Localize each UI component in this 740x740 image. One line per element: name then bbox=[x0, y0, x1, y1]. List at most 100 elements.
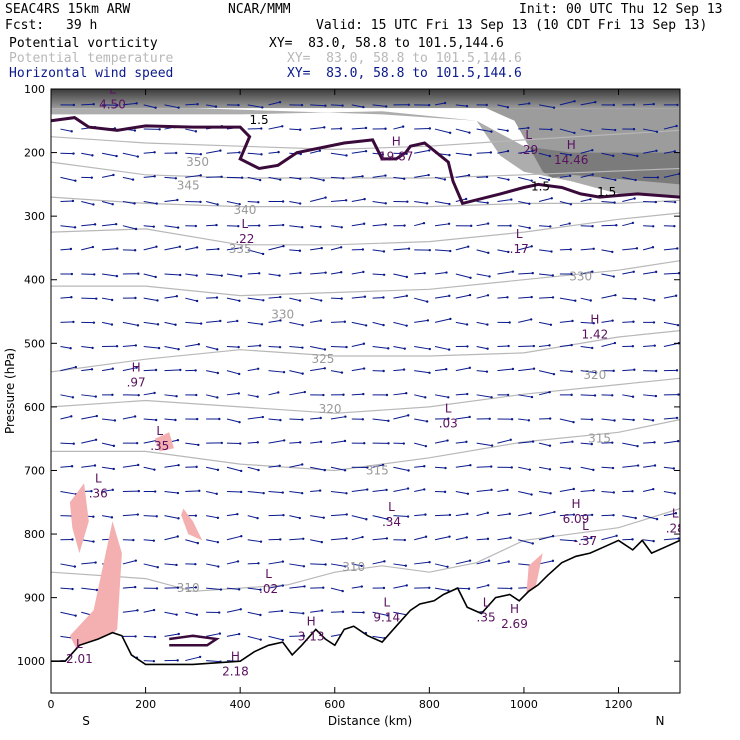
wind-vector-head bbox=[156, 299, 159, 302]
wind-vector bbox=[122, 344, 136, 347]
wind-vector-head bbox=[216, 468, 220, 472]
wind-vector bbox=[206, 176, 222, 178]
wind-vector bbox=[289, 370, 303, 375]
wind-vector bbox=[643, 128, 658, 133]
wind-vector-head bbox=[528, 468, 532, 471]
wind-vector bbox=[289, 515, 300, 519]
wind-vector-head bbox=[550, 197, 553, 200]
wind-vector-head bbox=[320, 609, 324, 612]
wind-vector-head bbox=[115, 274, 119, 278]
wind-vector bbox=[497, 513, 510, 517]
wind-vector-head bbox=[362, 222, 366, 225]
wind-vector bbox=[122, 201, 135, 204]
wind-vector bbox=[393, 584, 407, 589]
pv-extremum: L-.37 bbox=[574, 519, 597, 548]
wind-vector-head bbox=[259, 540, 263, 543]
wind-vector bbox=[247, 562, 259, 565]
wind-vector-head bbox=[218, 417, 221, 421]
wind-vector-head bbox=[485, 175, 489, 179]
wind-vector-head bbox=[111, 488, 114, 492]
y-tick-label: 700 bbox=[24, 464, 45, 477]
wind-vector bbox=[580, 345, 593, 349]
wind-vector-head bbox=[90, 368, 94, 371]
wind-vector-head bbox=[424, 444, 428, 448]
wind-vector-head bbox=[612, 513, 615, 517]
wind-vector bbox=[476, 321, 488, 326]
wind-vector bbox=[642, 515, 658, 520]
wind-vector bbox=[81, 587, 97, 591]
wind-vector bbox=[330, 440, 346, 444]
wind-vector-head bbox=[279, 538, 282, 541]
wind-vector bbox=[351, 321, 367, 326]
wind-vector-head bbox=[195, 417, 199, 421]
wind-vector bbox=[372, 321, 384, 326]
wind-vector bbox=[226, 560, 239, 565]
wind-vector-head bbox=[113, 419, 117, 422]
wind-vector-head bbox=[651, 419, 655, 422]
wind-vector-head bbox=[428, 371, 431, 374]
wind-vector bbox=[289, 418, 303, 421]
wind-vector bbox=[476, 370, 488, 373]
wind-vector bbox=[601, 201, 615, 204]
wind-vector bbox=[351, 223, 365, 227]
wind-vector bbox=[185, 273, 197, 277]
wind-vector-head bbox=[282, 244, 285, 248]
wind-vector bbox=[559, 514, 574, 517]
wind-vector bbox=[455, 441, 467, 444]
wind-vector bbox=[414, 370, 430, 374]
wind-vector-head bbox=[361, 175, 364, 178]
pv-extremum-type: L bbox=[95, 472, 102, 486]
wind-vector-head bbox=[301, 372, 304, 375]
wind-vector-head bbox=[361, 535, 364, 539]
wind-vector-head bbox=[490, 130, 493, 133]
wind-vector-head bbox=[194, 514, 198, 517]
pv-extremum-type: L bbox=[388, 500, 395, 514]
wind-vector bbox=[476, 201, 488, 204]
wind-vector-head bbox=[652, 225, 655, 228]
wind-vector-head bbox=[363, 295, 367, 298]
wind-vector-head bbox=[257, 468, 260, 472]
pv-extremum: L.35 bbox=[150, 424, 169, 453]
wind-vector bbox=[185, 490, 200, 492]
wind-vector bbox=[226, 535, 242, 541]
wind-vector-head bbox=[364, 149, 368, 153]
wind-vector bbox=[143, 104, 156, 109]
wind-vector bbox=[226, 247, 242, 251]
wind-vector-head bbox=[239, 442, 242, 445]
wind-vector-head bbox=[511, 270, 515, 273]
wind-vector bbox=[330, 490, 347, 494]
wind-vector-head bbox=[548, 390, 551, 394]
wind-vector-head bbox=[70, 295, 73, 299]
wind-vector-head bbox=[613, 201, 616, 204]
wind-vector-head bbox=[93, 273, 96, 276]
wind-vector-head bbox=[615, 224, 618, 227]
wind-vector bbox=[247, 104, 263, 108]
wind-vector-head bbox=[110, 516, 114, 519]
wind-vector-head bbox=[216, 348, 219, 351]
wind-vector bbox=[164, 490, 178, 494]
wind-vector-head bbox=[194, 562, 197, 566]
wind-vector bbox=[351, 563, 362, 567]
wind-vector-head bbox=[238, 420, 241, 424]
wind-vector-head bbox=[298, 202, 302, 205]
wind-vector-head bbox=[672, 467, 676, 470]
wind-vector bbox=[310, 441, 322, 444]
wind-vector bbox=[414, 272, 425, 275]
wind-vector-head bbox=[301, 418, 304, 421]
wind-vector-head bbox=[548, 444, 552, 447]
wind-vector-head bbox=[240, 535, 243, 538]
wind-vector bbox=[414, 536, 427, 541]
wind-vector-head bbox=[177, 632, 180, 636]
wind-vector-head bbox=[137, 489, 141, 493]
wind-vector bbox=[622, 394, 634, 398]
wind-vector-head bbox=[572, 513, 576, 516]
wind-vector bbox=[518, 441, 534, 444]
wind-vector bbox=[81, 201, 94, 205]
wind-vector-head bbox=[69, 347, 72, 350]
pv-extremum: H19.87 bbox=[379, 135, 413, 164]
wind-vector-head bbox=[176, 491, 180, 495]
wind-vector-head bbox=[633, 197, 636, 200]
field-name-pv: Potential vorticity bbox=[9, 36, 158, 51]
wind-vector-head bbox=[111, 367, 114, 370]
wind-vector-head bbox=[631, 221, 635, 225]
